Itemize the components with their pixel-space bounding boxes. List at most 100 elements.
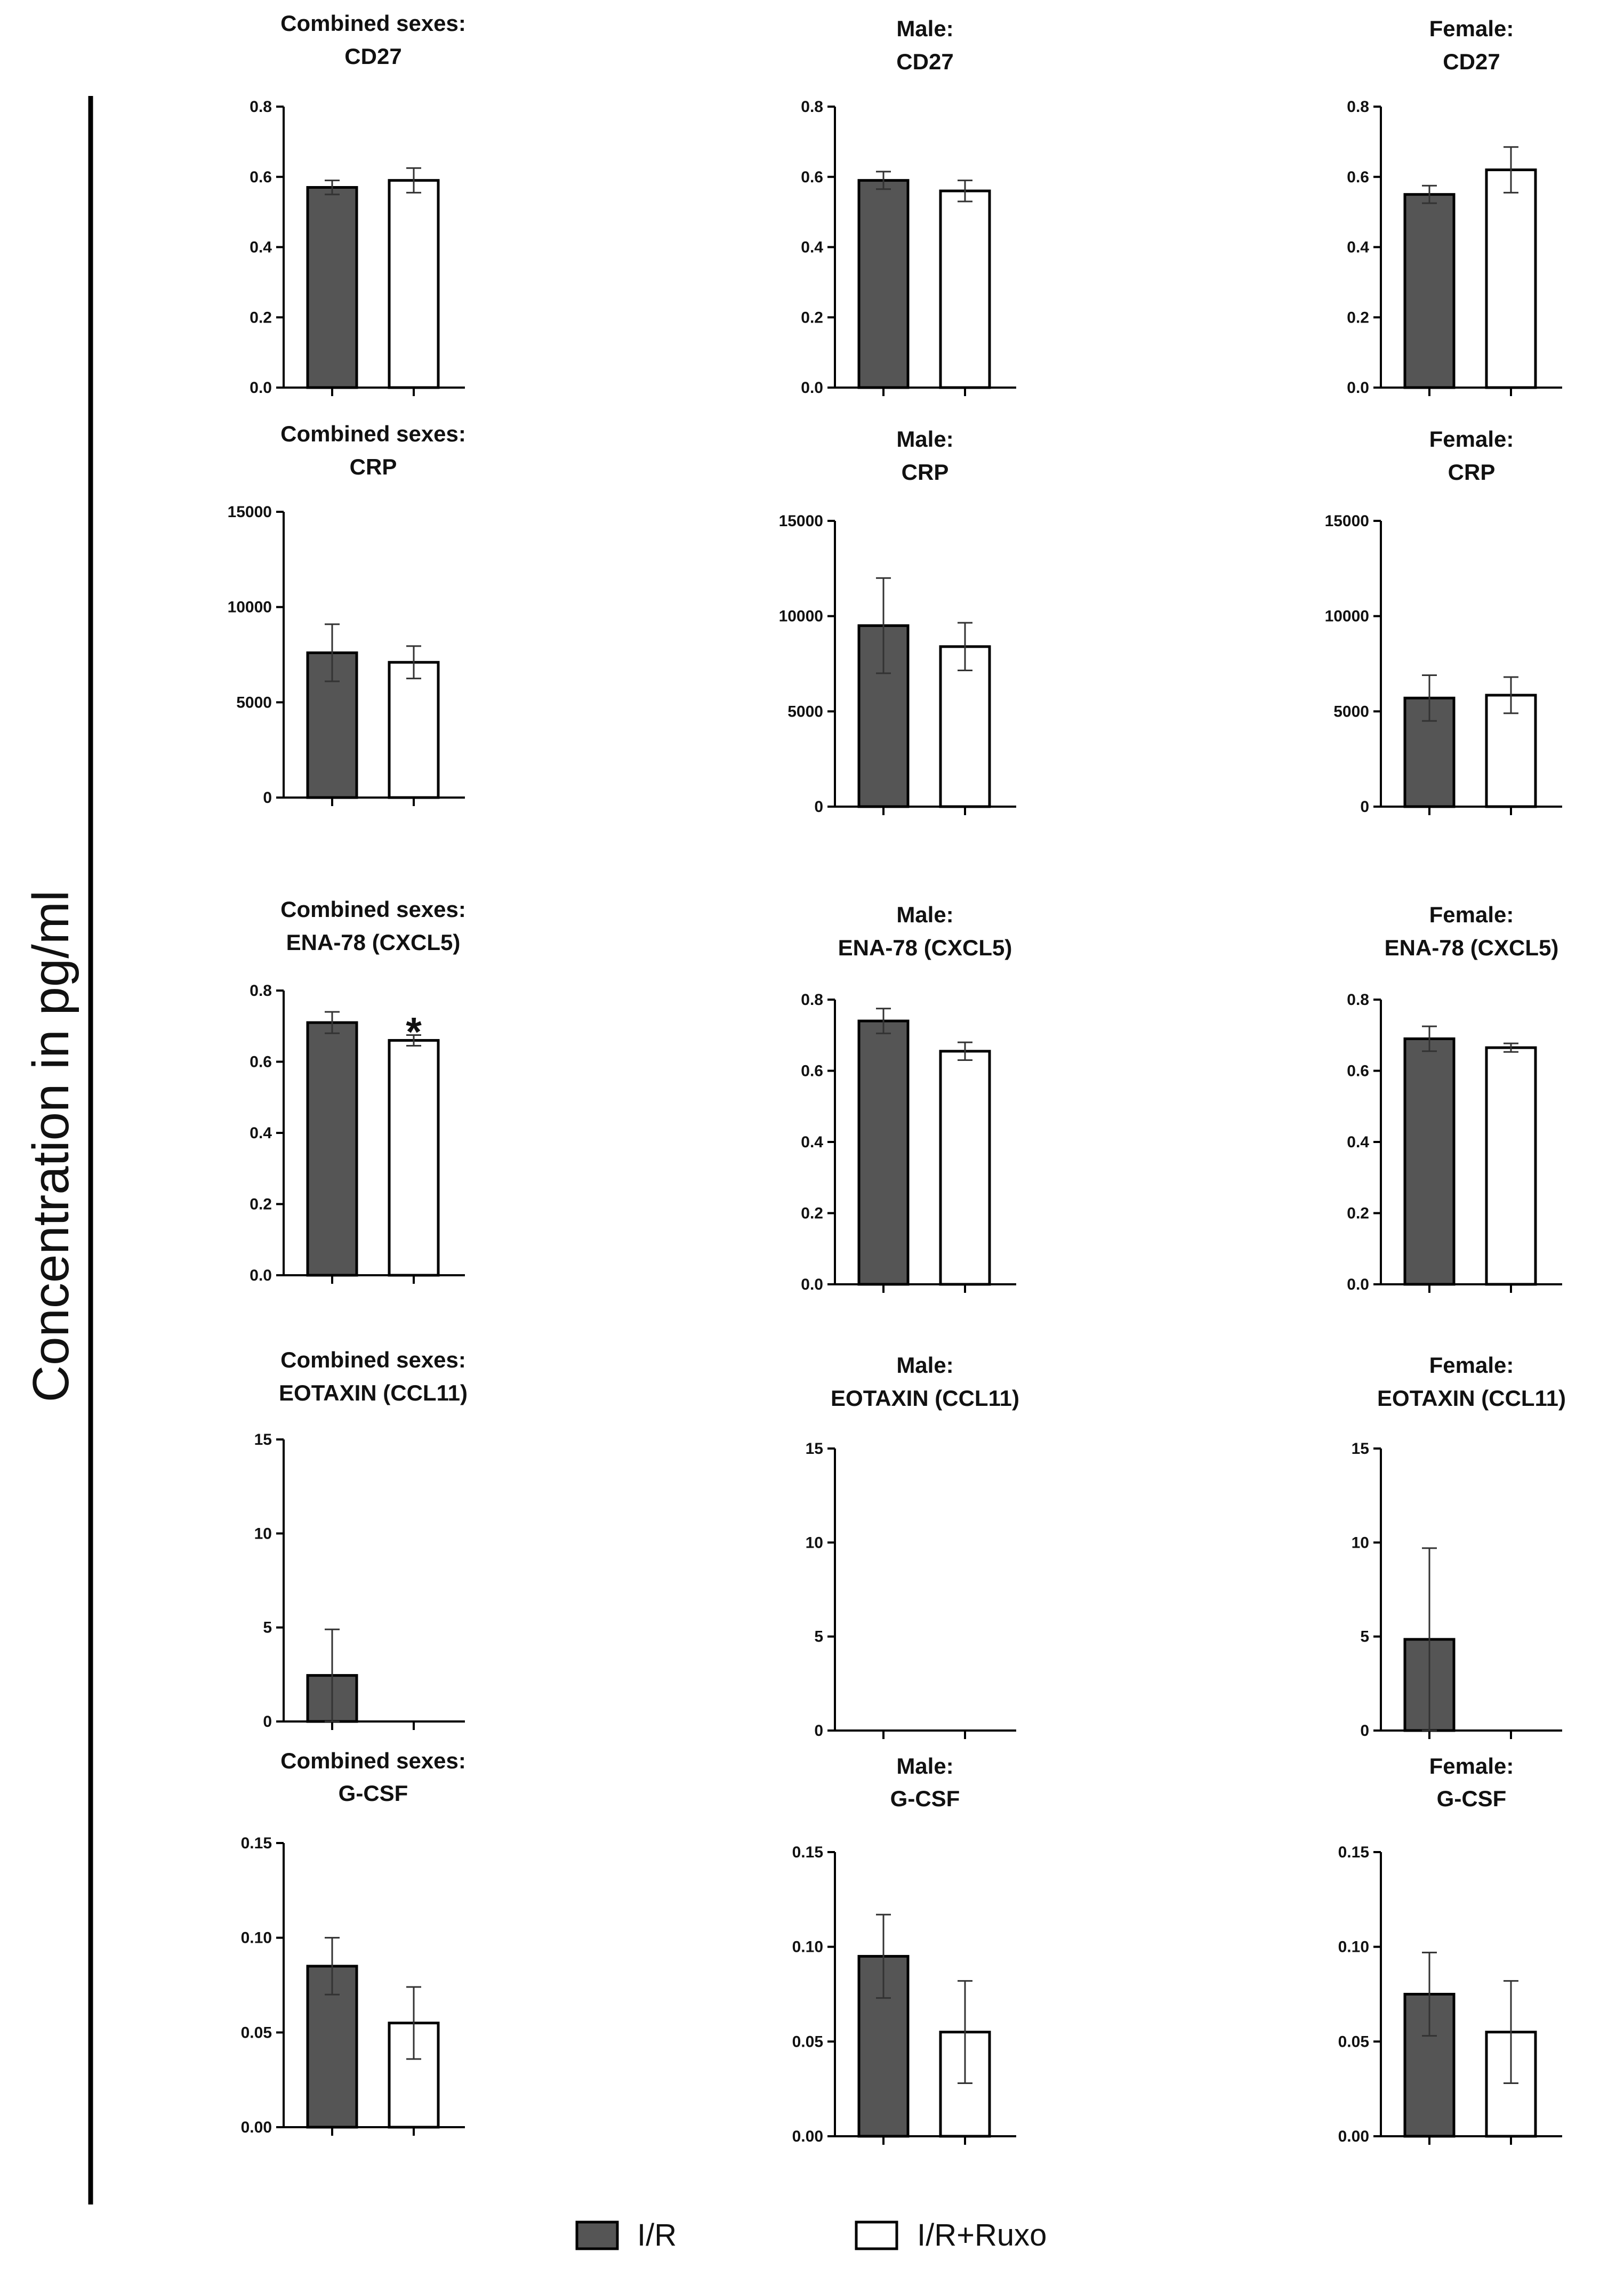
panel-title-line2: CRP xyxy=(902,460,949,485)
panel-title-line2: CRP xyxy=(350,454,397,479)
legend-swatch-ir-ruxo xyxy=(855,2220,898,2250)
panel-title-line2: G-CSF xyxy=(339,1781,408,1806)
y-tick-label: 10 xyxy=(1352,1534,1369,1551)
y-tick-label: 0 xyxy=(263,789,272,807)
y-tick-label: 5 xyxy=(1360,1628,1369,1646)
panel-title-line1: Male: xyxy=(896,427,953,452)
y-tick-label: 0.15 xyxy=(792,1844,823,1861)
bar-ir xyxy=(306,186,358,389)
y-tick-label: 10000 xyxy=(779,608,823,625)
panel-title-line2: G-CSF xyxy=(890,1786,960,1811)
bar-ir xyxy=(306,1021,358,1277)
panel-title-line1: Male: xyxy=(896,1753,953,1779)
bar-ir xyxy=(857,179,910,389)
y-tick-label: 0.2 xyxy=(801,309,823,326)
bar-ir-ruxo xyxy=(1485,168,1537,389)
panel-title-line2: G-CSF xyxy=(1437,1786,1507,1811)
chart-panel: Female: CD27 0.0 0.2 0.4 0.6 0.8 xyxy=(1347,16,1562,397)
y-tick-label: 0.2 xyxy=(250,1196,272,1213)
y-tick-label: 0.4 xyxy=(801,1133,823,1151)
legend-swatch-ir xyxy=(575,2220,619,2250)
y-tick-label: 0.6 xyxy=(801,1063,823,1080)
y-tick-label: 0.6 xyxy=(1347,1063,1369,1080)
panel-title-line1: Combined sexes: xyxy=(280,897,466,922)
panel-title-line2: CD27 xyxy=(344,44,401,69)
panel-title-line2: EOTAXIN (CCL11) xyxy=(1377,1386,1566,1411)
y-tick-label: 0.8 xyxy=(801,991,823,1009)
y-tick-label: 10000 xyxy=(228,599,272,616)
y-tick-label: 0.10 xyxy=(241,1929,272,1947)
legend-label-ir: I/R xyxy=(637,2218,677,2252)
chart-panel: Male: ENA-78 (CXCL5) 0.0 0.2 0.4 0.6 0.8 xyxy=(801,902,1016,1293)
y-tick-label: 0.8 xyxy=(250,982,272,1000)
panel-title-line2: CD27 xyxy=(1443,49,1500,74)
panel-title-line1: Male: xyxy=(896,902,953,927)
y-tick-label: 0.10 xyxy=(1338,1938,1369,1956)
y-tick-label: 0.05 xyxy=(1338,2033,1369,2050)
y-tick-label: 0.8 xyxy=(801,98,823,116)
y-tick-label: 0 xyxy=(814,798,823,816)
y-tick-label: 0.0 xyxy=(801,1276,823,1293)
y-tick-label: 0.6 xyxy=(801,168,823,186)
panels: Combined sexes: CD27 0.0 0.2 0.4 0.6 0.8 Male: C… xyxy=(228,11,1566,2145)
y-tick-label: 0.2 xyxy=(801,1205,823,1222)
panel-title-line1: Combined sexes: xyxy=(280,11,466,36)
y-tick-label: 0.0 xyxy=(250,1267,272,1284)
y-tick-label: 0.05 xyxy=(241,2024,272,2041)
panel-title-line2: ENA-78 (CXCL5) xyxy=(838,935,1012,960)
y-tick-label: 0.15 xyxy=(241,1834,272,1852)
chart-panel: Combined sexes: ENA-78 (CXCL5) 0.0 0.2 0.4 0.… xyxy=(250,897,466,1284)
y-tick-label: 15000 xyxy=(779,512,823,530)
y-tick-label: 0 xyxy=(814,1722,823,1740)
y-tick-label: 0.0 xyxy=(1347,1276,1369,1293)
panel-title-line1: Female: xyxy=(1429,902,1514,927)
panel-title-line1: Combined sexes: xyxy=(280,1748,466,1773)
y-tick-label: 0.6 xyxy=(1347,168,1369,186)
bar-ir xyxy=(857,1019,910,1286)
y-tick-label: 15 xyxy=(254,1431,272,1449)
y-axis-label: Concentration in pg/ml xyxy=(22,890,79,1403)
bar-ir xyxy=(1403,1037,1456,1286)
chart-panel: Female: ENA-78 (CXCL5) 0.0 0.2 0.4 0.6 0.8 xyxy=(1347,902,1562,1293)
bar-ir-ruxo xyxy=(388,179,440,389)
y-tick-label: 5 xyxy=(263,1619,272,1637)
panel-title-line1: Male: xyxy=(896,1353,953,1378)
panel-title-line1: Combined sexes: xyxy=(280,1347,466,1372)
y-tick-label: 0.00 xyxy=(792,2128,823,2145)
y-tick-label: 0.8 xyxy=(1347,98,1369,116)
panel-title-line2: CD27 xyxy=(896,49,953,74)
y-tick-label: 10 xyxy=(806,1534,823,1551)
bar-ir-ruxo xyxy=(388,661,440,799)
panel-title-line1: Male: xyxy=(896,16,953,41)
legend-label-ir-ruxo: I/R+Ruxo xyxy=(917,2218,1047,2252)
y-tick-label: 0.0 xyxy=(801,379,823,397)
bar-ir xyxy=(1403,193,1456,389)
chart-panel: Female: CRP 0 5000 10000 15000 xyxy=(1325,427,1562,816)
y-tick-label: 0.0 xyxy=(250,379,272,397)
y-tick-label: 0.05 xyxy=(792,2033,823,2050)
y-tick-label: 15000 xyxy=(1325,512,1369,530)
y-tick-label: 0.8 xyxy=(1347,991,1369,1009)
legend: I/R I/R+Ruxo xyxy=(575,2218,1047,2252)
chart-panel: Combined sexes: CD27 0.0 0.2 0.4 0.6 0.8 xyxy=(250,11,466,397)
y-tick-label: 0 xyxy=(263,1713,272,1731)
chart-panel: Combined sexes: EOTAXIN (CCL11) 0 5 10 15 xyxy=(254,1347,468,1731)
y-tick-label: 10000 xyxy=(1325,608,1369,625)
panel-title-line1: Female: xyxy=(1429,427,1514,452)
y-tick-label: 5000 xyxy=(787,703,823,720)
chart-panel: Male: CD27 0.0 0.2 0.4 0.6 0.8 xyxy=(801,16,1016,397)
panel-title-line1: Female: xyxy=(1429,16,1514,41)
panel-title-line1: Combined sexes: xyxy=(280,421,466,446)
y-tick-label: 0.4 xyxy=(801,239,823,256)
y-tick-label: 0.8 xyxy=(250,98,272,116)
chart-panel: Male: EOTAXIN (CCL11) 0 5 10 15 xyxy=(806,1353,1019,1740)
bar-ir-ruxo xyxy=(1485,1046,1537,1286)
chart-panel: Male: G-CSF 0.00 0.05 0.10 0.15 xyxy=(792,1753,1016,2145)
panel-title-line2: EOTAXIN (CCL11) xyxy=(279,1380,468,1405)
chart-panel: Combined sexes: G-CSF 0.00 0.05 0.10 0.15 xyxy=(241,1748,466,2136)
bar-ir-ruxo xyxy=(939,189,991,389)
y-tick-label: 0.4 xyxy=(250,239,272,256)
y-tick-label: 0.10 xyxy=(792,1938,823,1956)
chart-panel: Male: CRP 0 5000 10000 15000 xyxy=(779,427,1016,816)
